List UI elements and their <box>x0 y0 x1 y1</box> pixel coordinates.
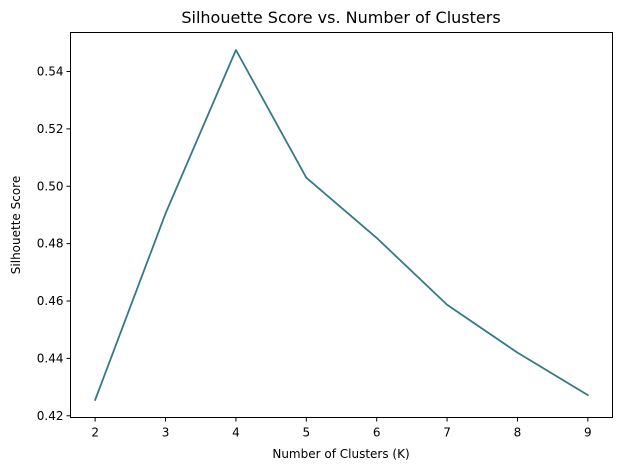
x-axis: 2 3 4 5 6 7 8 9 <box>91 417 592 440</box>
y-tick-label: 0.50 <box>37 179 64 193</box>
plot-frame <box>70 32 613 418</box>
x-tick-label: 7 <box>443 426 451 440</box>
x-axis-label: Number of Clusters (K) <box>272 447 409 461</box>
plot-area: 2 3 4 5 6 7 8 9 0.42 0.44 0.46 0.48 0.50 0.52 0.54 <box>37 32 613 440</box>
y-tick-label: 0.52 <box>37 122 64 136</box>
y-tick-label: 0.54 <box>37 65 64 79</box>
y-axis: 0.42 0.44 0.46 0.48 0.50 0.52 0.54 <box>37 65 71 423</box>
chart-title: Silhouette Score vs. Number of Clusters <box>181 8 500 27</box>
y-axis-label: Silhouette Score <box>9 176 23 274</box>
y-tick-label: 0.46 <box>37 294 64 308</box>
x-tick-label: 6 <box>373 426 381 440</box>
x-tick-label: 4 <box>232 426 240 440</box>
silhouette-score-line <box>94 49 589 401</box>
x-tick-label: 9 <box>584 426 592 440</box>
x-tick-label: 8 <box>514 426 522 440</box>
y-tick-label: 0.44 <box>37 351 64 365</box>
x-tick-label: 5 <box>302 426 310 440</box>
y-tick-label: 0.48 <box>37 237 64 251</box>
y-tick-label: 0.42 <box>37 409 64 423</box>
series-group <box>94 49 589 401</box>
x-tick-label: 3 <box>162 426 170 440</box>
x-tick-label: 2 <box>91 426 99 440</box>
